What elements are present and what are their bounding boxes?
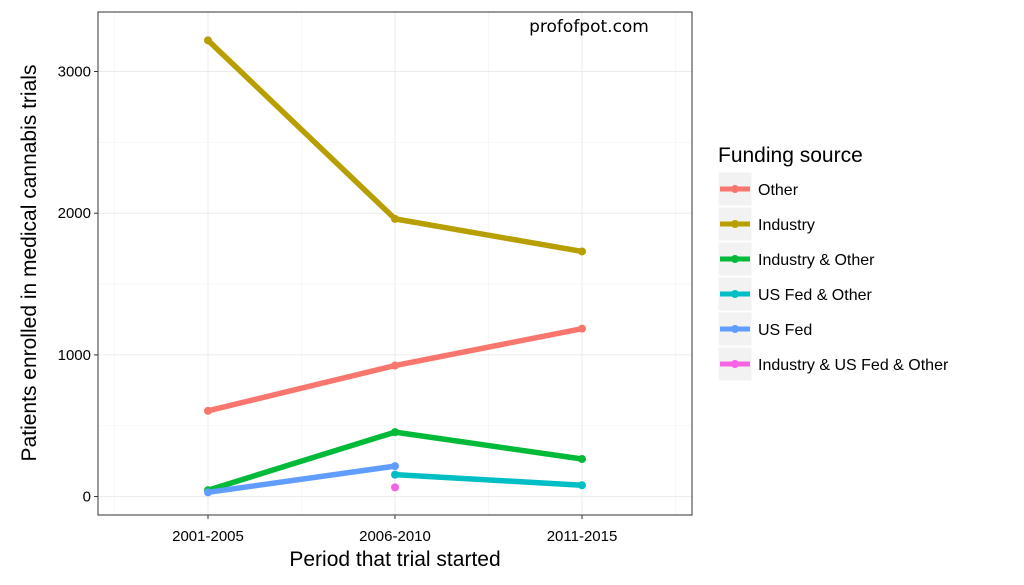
data-point — [204, 488, 212, 497]
data-point — [204, 36, 212, 45]
legend-key-point — [731, 290, 739, 298]
legend-item: Industry & Other — [717, 241, 875, 277]
x-tick-label: 2011-2015 — [547, 528, 618, 545]
legend-title: Funding source — [718, 144, 863, 167]
series-industry-us-fed-other — [391, 483, 399, 492]
data-point — [391, 483, 399, 492]
x-tick-label: 2006-2010 — [359, 528, 431, 545]
y-tick-label: 1000 — [58, 347, 91, 364]
legend-item: Industry — [717, 206, 815, 242]
legend-label: Industry & Other — [758, 252, 875, 269]
series-line — [394, 471, 583, 488]
legend-label: Industry & US Fed & Other — [758, 357, 949, 374]
legend-key-point — [731, 220, 739, 228]
x-axis-title: Period that trial started — [289, 548, 500, 571]
data-point — [391, 470, 399, 479]
axis-ticks: 0 1000 2000 3000 2001-2005 2006-2010 2011-2015 — [58, 64, 618, 545]
legend-item: Industry & US Fed & Other — [717, 346, 949, 382]
data-point — [578, 324, 586, 333]
legend-items: Other Industry Industry & Other US Fed & Ot… — [717, 171, 949, 382]
legend: Funding source Other Industry Industry & O… — [717, 144, 949, 382]
data-point — [578, 455, 586, 464]
legend-label: US Fed — [758, 322, 812, 339]
legend-item: US Fed — [717, 311, 812, 347]
series-other — [204, 324, 586, 415]
legend-key-point — [731, 325, 739, 333]
legend-key-point — [731, 360, 739, 368]
data-point — [204, 406, 212, 415]
watermark-text: profofpot.com — [529, 17, 649, 37]
gridlines — [98, 12, 692, 515]
series-industry — [204, 36, 586, 256]
y-axis-title: Patients enrolled in medical cannabis tr… — [18, 65, 41, 462]
data-point — [391, 214, 399, 223]
series-layer — [204, 36, 586, 497]
legend-item: US Fed & Other — [717, 276, 872, 312]
legend-label: US Fed & Other — [758, 287, 872, 304]
series-us-fed — [204, 462, 399, 497]
y-tick-label: 2000 — [58, 205, 91, 222]
legend-label: Other — [758, 182, 799, 199]
data-point — [391, 462, 399, 471]
data-point — [391, 361, 399, 370]
legend-key-point — [731, 185, 739, 193]
legend-item: Other — [717, 171, 799, 207]
y-tick-label: 0 — [83, 489, 91, 506]
y-tick-label: 3000 — [58, 64, 91, 81]
x-tick-label: 2001-2005 — [172, 528, 244, 545]
series-us-fed-other — [391, 470, 586, 490]
data-point — [578, 247, 586, 256]
data-point — [578, 481, 586, 490]
series-line — [207, 463, 396, 496]
legend-key-point — [731, 255, 739, 263]
legend-label: Industry — [758, 217, 815, 234]
data-point — [391, 428, 399, 437]
